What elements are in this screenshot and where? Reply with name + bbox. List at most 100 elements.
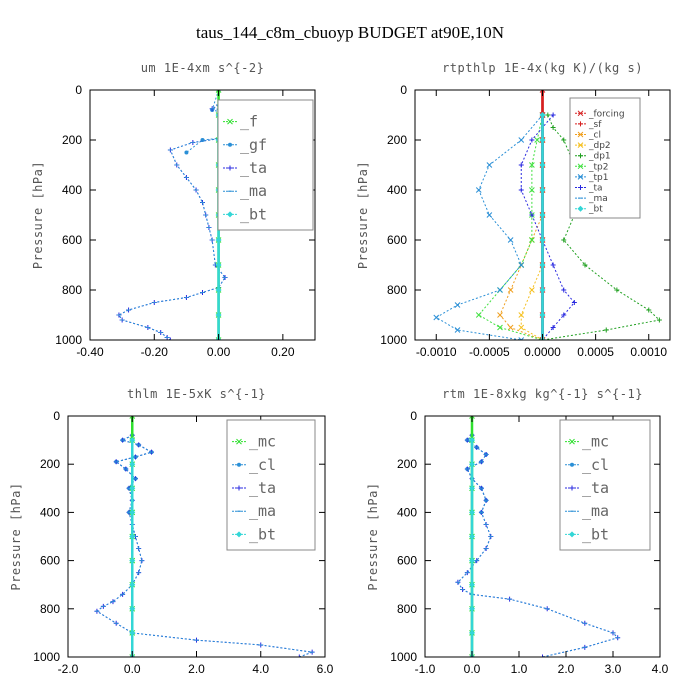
series-bt-point-5 — [469, 557, 475, 564]
series-bt-point-6 — [215, 262, 222, 268]
y-tick-label: 1000 — [33, 650, 60, 664]
y-tick-label: 800 — [397, 602, 417, 616]
x-tick-label: -1.0 — [415, 662, 436, 676]
legend-label: _cl — [582, 456, 609, 474]
legend-label: _forcing — [588, 109, 625, 119]
legend-marker — [227, 165, 233, 171]
series-ta-point-24 — [540, 654, 545, 657]
y-tick-label: 200 — [397, 457, 417, 471]
plot-frame — [89, 89, 316, 341]
legend-marker — [569, 485, 575, 491]
series-bt-point-7 — [215, 287, 222, 293]
series-bt-point-3 — [539, 187, 546, 193]
legend-marker — [577, 205, 584, 212]
series-ta-point-26 — [167, 337, 173, 340]
y-tick-label: 1000 — [55, 333, 82, 347]
legend-marker — [569, 531, 575, 538]
y-tick-label: 400 — [387, 183, 407, 197]
series-mc-point-10 — [469, 654, 475, 657]
legend-marker — [577, 142, 584, 148]
series-cl-point-8 — [497, 312, 503, 318]
legend-label: _bt — [588, 205, 603, 215]
series-tp1-point-9 — [433, 314, 440, 321]
series-forcing-point-0 — [539, 90, 546, 93]
series-dp1-point-7 — [582, 262, 588, 268]
series-ta-point-1 — [529, 137, 535, 143]
series-tp2-line — [477, 114, 543, 340]
x-tick-label: 4.0 — [652, 662, 669, 676]
series-tp1-point-7 — [497, 287, 503, 293]
panel-2: rtpthlp 1E-4x(kg K)/(kg s) Pressure [hPa]… — [356, 61, 671, 359]
y-tick-label: 0 — [75, 83, 82, 97]
legend-label: _sf — [588, 120, 602, 130]
x-tick-label: 0.20 — [271, 345, 295, 359]
series-bt-point-8 — [469, 629, 475, 636]
series-bt-point-6 — [129, 581, 136, 588]
y-tick-label: 0 — [53, 409, 60, 423]
legend-label: _bt — [582, 525, 609, 543]
series-dp2-point-8 — [518, 312, 525, 318]
series-ta-point-6 — [550, 262, 556, 268]
series-cl-line — [499, 115, 543, 340]
series-bt-point-5 — [129, 557, 136, 564]
legend-marker — [237, 462, 241, 467]
series-ta-point-3 — [518, 187, 524, 193]
y-tick-label: 600 — [40, 554, 60, 568]
legend-label: _ta — [582, 479, 609, 497]
legend: _f _gf _ta _ma _bt — [217, 99, 314, 231]
series-dp1-point-2 — [561, 137, 567, 143]
series-bt-point-3 — [469, 509, 475, 516]
legend-marker — [236, 531, 242, 538]
series-bt-point-5 — [539, 237, 546, 243]
series-tp1-point-2 — [486, 162, 493, 168]
legend-label: _ma — [240, 182, 267, 200]
panel-3: thlm 1E-5xK s^{-1} Pressure [hPa] 0 200 400 6… — [9, 387, 334, 676]
legend-marker — [236, 438, 242, 445]
y-tick-label: 400 — [40, 505, 60, 519]
legend-marker — [578, 185, 583, 190]
series-bt-point-8 — [215, 312, 222, 318]
series-bt-point-0 — [129, 437, 136, 444]
legend-marker — [228, 142, 232, 147]
series-bt-point-7 — [539, 287, 546, 293]
series-tp1-line — [435, 114, 543, 340]
legend-label: _mc — [249, 433, 276, 451]
panel-4: rtm 1E-8xkg kg^{-1} s^{-1} Pressure [hPa]… — [366, 387, 669, 676]
y-tick-label: 600 — [387, 233, 407, 247]
panel-1: um 1E-4xm s^{-2} Pressure [hPa] 0 200 400 600… — [31, 61, 316, 359]
legend-marker — [236, 485, 242, 491]
series-bt-point-1 — [129, 461, 136, 468]
y-tick-label: 200 — [387, 133, 407, 147]
series-mc-point-10 — [129, 654, 136, 657]
legend-label: _ta — [588, 184, 603, 194]
legend-marker — [577, 131, 584, 138]
legend-marker — [577, 163, 584, 170]
series-ta-point-0 — [550, 112, 556, 118]
series-bt-point-6 — [539, 262, 546, 268]
legend-marker — [569, 438, 575, 445]
legend-label: _ma — [582, 502, 609, 520]
series-bt-point-4 — [539, 212, 546, 218]
x-tick-label: 4.0 — [252, 662, 269, 676]
series-mc-point-0 — [469, 416, 475, 419]
series-bt-point-0 — [539, 112, 546, 118]
series-bt-point-1 — [469, 461, 475, 468]
x-tick-label: 6.0 — [317, 662, 334, 676]
legend-label: _ta — [240, 159, 267, 177]
legend-label: _dp1 — [588, 152, 611, 162]
legend-label: _cl — [588, 131, 601, 141]
series-dp2-point-7 — [529, 287, 535, 293]
legend-marker — [578, 121, 583, 127]
series-tp1-point-1 — [518, 137, 525, 143]
series-tp2-point-8 — [475, 312, 482, 318]
y-tick-label: 200 — [40, 457, 60, 471]
series-bt-point-8 — [129, 629, 136, 636]
x-tick-label: 0.0 — [124, 662, 141, 676]
series-bt-point-5 — [215, 237, 222, 243]
y-tick-label: 600 — [397, 554, 417, 568]
series-dp1-point-0 — [545, 112, 551, 118]
legend-label: _bt — [240, 205, 267, 223]
series-bt-point-4 — [129, 533, 136, 540]
y-tick-label: 1000 — [380, 333, 407, 347]
panel-title: rtm 1E-8xkg kg^{-1} s^{-1} — [442, 387, 643, 401]
